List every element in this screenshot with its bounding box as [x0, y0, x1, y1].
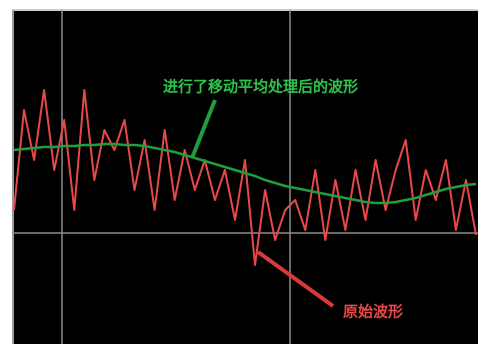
series-group	[13, 89, 477, 266]
annotation-arrow	[256, 250, 335, 308]
plot-background	[12, 10, 478, 344]
annotation-arrow	[190, 99, 217, 159]
annotation: 进行了移动平均处理后的波形	[163, 78, 358, 96]
annotation: 原始波形	[343, 303, 403, 321]
series-line	[13, 142, 477, 205]
series-line	[13, 89, 477, 266]
